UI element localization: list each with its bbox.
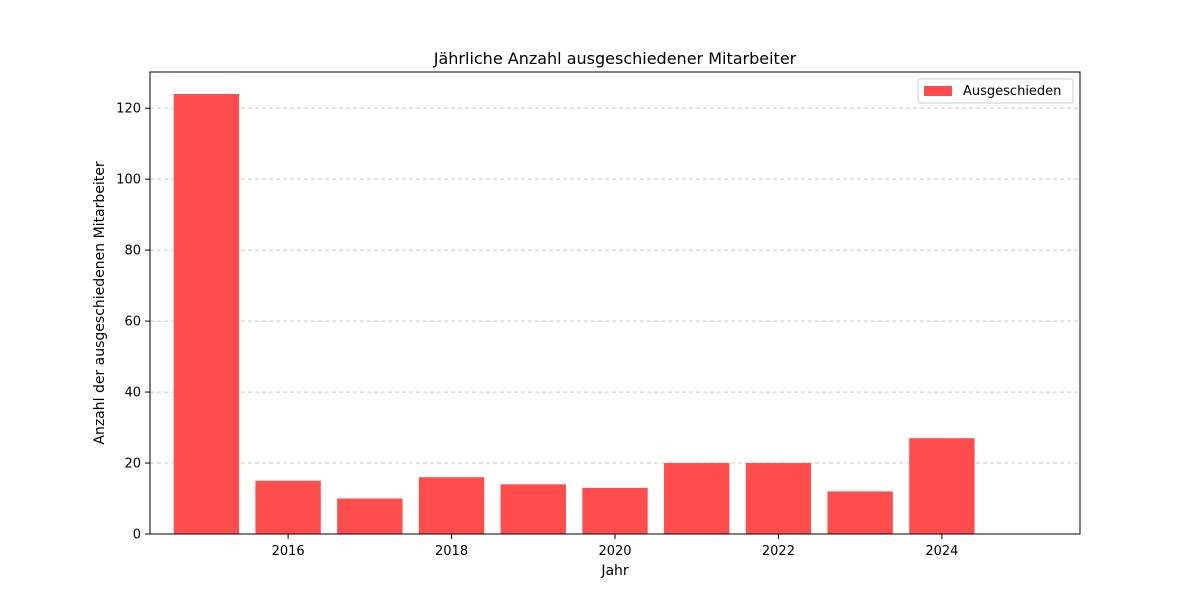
y-tick-label: 20 (124, 457, 141, 472)
y-tick-label: 120 (116, 102, 141, 117)
x-tick-label: 2016 (272, 544, 305, 559)
bar (745, 463, 812, 534)
legend-label: Ausgeschieden (963, 84, 1061, 99)
bar (664, 463, 730, 534)
x-tick-label: 2024 (925, 544, 958, 559)
y-axis-label: Anzahl der ausgeschiedenen Mitarbeiter (92, 161, 108, 445)
legend-box (917, 78, 1074, 104)
bars (173, 94, 975, 534)
x-tick-label: 2018 (435, 544, 468, 559)
legend: Ausgeschieden (917, 78, 1074, 104)
x-tick-label: 2020 (598, 544, 631, 559)
bar (337, 498, 403, 534)
bar (582, 487, 648, 534)
x-axis-label: Jahr (600, 563, 629, 579)
y-tick-label: 0 (133, 528, 141, 543)
y-tick-label: 40 (124, 386, 141, 401)
bar (418, 477, 485, 534)
x-axis-ticks: 2016 2018 2020 2022 2024 (272, 534, 958, 559)
y-axis-ticks: 0 20 40 60 80 100 120 (116, 102, 150, 543)
bar (500, 484, 566, 534)
bar (909, 438, 975, 534)
legend-swatch (924, 86, 952, 96)
bar (173, 94, 240, 534)
y-tick-label: 80 (124, 244, 141, 259)
gridlines (150, 107, 1080, 464)
bar (827, 491, 893, 534)
y-tick-label: 60 (124, 315, 141, 330)
y-tick-label: 100 (116, 173, 141, 188)
bar (255, 480, 321, 534)
chart-title: Jährliche Anzahl ausgeschiedener Mitarbe… (433, 49, 797, 68)
x-tick-label: 2022 (762, 544, 795, 559)
